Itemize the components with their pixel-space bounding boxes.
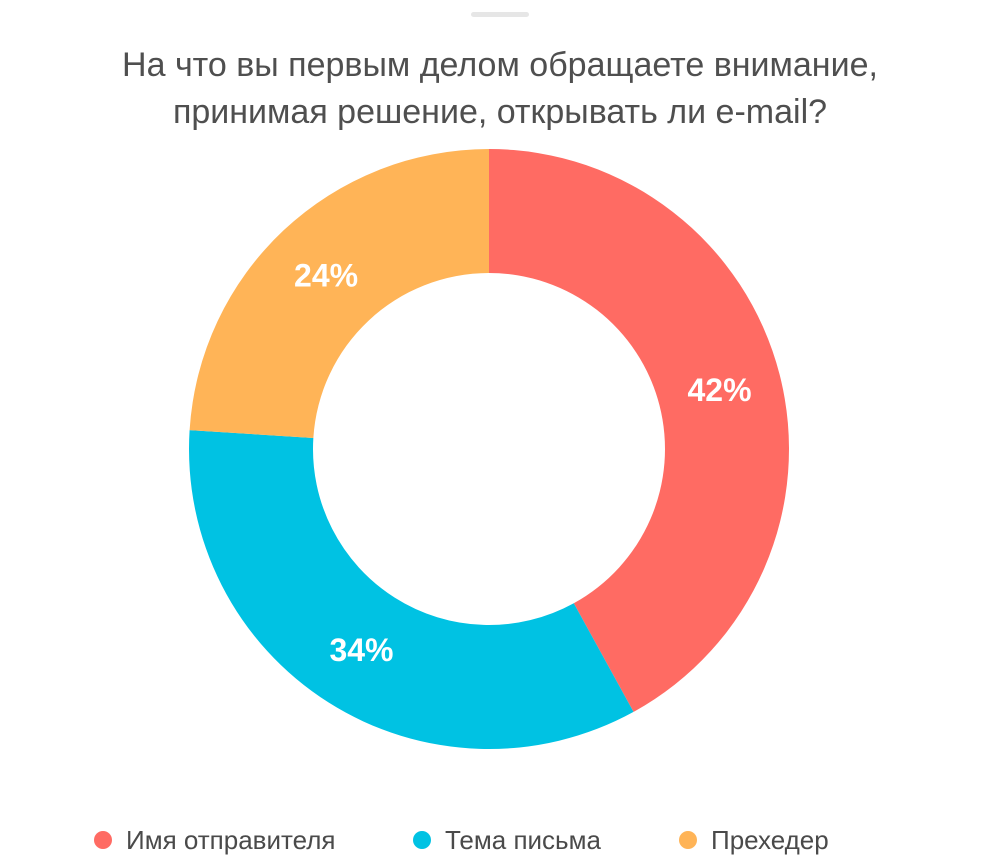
legend-item-preheader[interactable]: Прехедер	[679, 818, 829, 862]
chart-title-line-1: На что вы первым делом обращаете внимани…	[122, 46, 878, 84]
legend-label-sender-name: Имя отправителя	[126, 824, 336, 855]
legend-item-subject[interactable]: Тема письма	[413, 818, 601, 862]
legend-label-preheader: Прехедер	[711, 824, 829, 855]
slice-label-subject: 34%	[329, 632, 393, 668]
chart-legend: Имя отправителя Тема письма Прехедер	[0, 818, 1000, 862]
slice-subject[interactable]	[188, 430, 634, 749]
chart-title: На что вы первым делом обращаете внимани…	[0, 42, 1000, 136]
slice-label-sender-name: 42%	[687, 372, 751, 408]
chart-title-line-2: принимая решение, открывать ли e-mail?	[172, 93, 828, 131]
slice-sender-name[interactable]	[489, 149, 790, 712]
legend-label-subject: Тема письма	[445, 824, 601, 855]
drag-handle[interactable]	[471, 12, 529, 17]
legend-dot-preheader	[679, 831, 697, 849]
slice-preheader[interactable]	[189, 149, 489, 438]
slice-label-preheader: 24%	[294, 258, 358, 294]
legend-item-sender-name[interactable]: Имя отправителя	[94, 818, 335, 862]
legend-dot-sender-name	[94, 831, 112, 849]
legend-dot-subject	[413, 831, 431, 849]
